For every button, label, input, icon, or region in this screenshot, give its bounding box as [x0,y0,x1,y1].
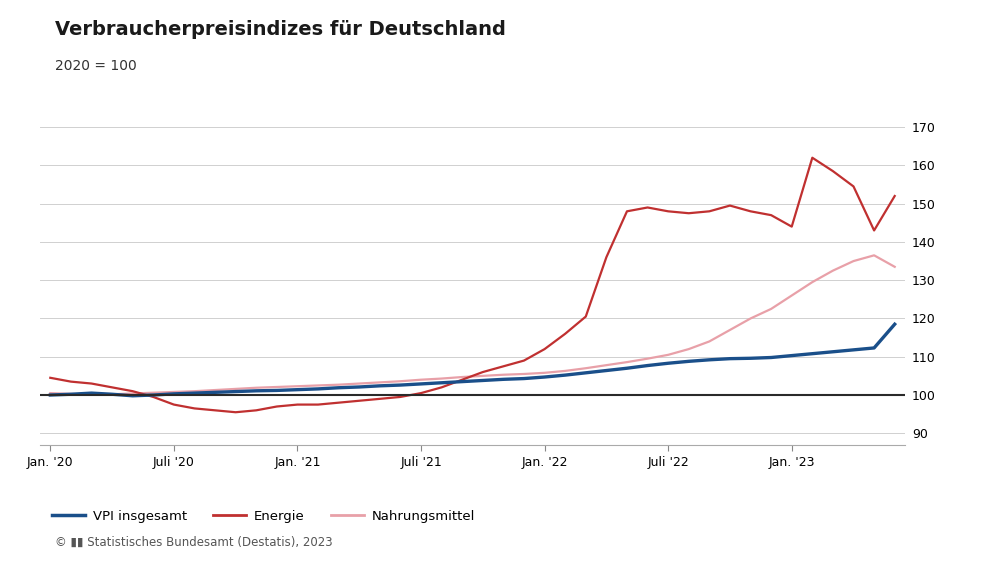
Legend: VPI insgesamt, Energie, Nahrungsmittel: VPI insgesamt, Energie, Nahrungsmittel [47,504,481,528]
Text: Verbraucherpreisindizes für Deutschland: Verbraucherpreisindizes für Deutschland [55,20,506,39]
Text: 2020 = 100: 2020 = 100 [55,59,137,73]
Text: © ▮▮ Statistisches Bundesamt (Destatis), 2023: © ▮▮ Statistisches Bundesamt (Destatis),… [55,536,333,549]
